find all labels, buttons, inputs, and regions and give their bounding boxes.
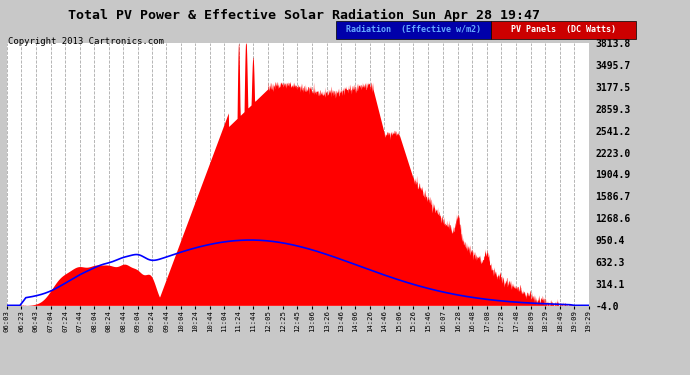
Text: Total PV Power & Effective Solar Radiation Sun Apr 28 19:47: Total PV Power & Effective Solar Radiati… (68, 9, 540, 22)
Text: PV Panels  (DC Watts): PV Panels (DC Watts) (511, 25, 616, 34)
Text: Radiation  (Effective w/m2): Radiation (Effective w/m2) (346, 25, 481, 34)
Text: Copyright 2013 Cartronics.com: Copyright 2013 Cartronics.com (8, 38, 164, 46)
